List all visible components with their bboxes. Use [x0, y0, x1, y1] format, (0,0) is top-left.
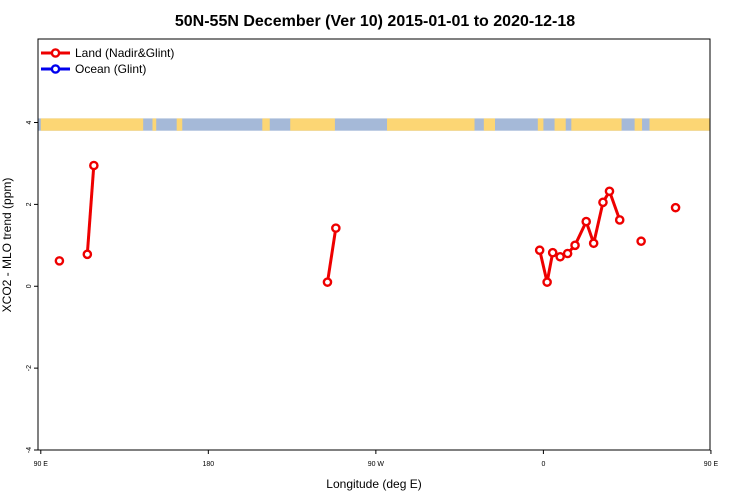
series-line	[538, 189, 622, 284]
land-segment	[537, 118, 544, 131]
legend: Land (Nadir&Glint) Ocean (Glint)	[41, 46, 174, 76]
y-tick-label: 4	[26, 120, 33, 124]
y-tick-label: 0	[26, 284, 33, 288]
legend-marker	[50, 64, 61, 74]
land-ocean-band	[38, 118, 710, 131]
y-axis: -4 -2 0 2 4	[26, 120, 38, 453]
land-segment	[152, 118, 157, 131]
x-tick-label: 180	[202, 461, 214, 468]
plot-frame	[37, 38, 711, 451]
series-line	[85, 165, 96, 255]
x-axis-label: Longitude (deg E)	[326, 477, 421, 491]
data-point	[614, 215, 625, 225]
data-point	[636, 236, 646, 247]
x-tick-label: 0	[541, 461, 545, 468]
land-segment	[483, 118, 495, 131]
data-point	[562, 248, 573, 259]
chart-title: 50N-55N December (Ver 10) 2015-01-01 to …	[175, 13, 575, 30]
legend-label: Ocean (Glint)	[75, 62, 146, 76]
legend-entry: Ocean (Glint)	[41, 62, 146, 76]
x-tick-label: 90 W	[368, 461, 385, 468]
data-point	[570, 240, 580, 251]
data-point	[542, 277, 552, 287]
data-point	[82, 249, 93, 260]
data-point	[322, 277, 333, 287]
data-point	[604, 186, 615, 197]
y-tick-label: -4	[26, 447, 33, 453]
data-point	[331, 223, 341, 233]
y-tick-label: -2	[26, 365, 33, 371]
x-tick-label: 90 E	[34, 461, 49, 468]
land-segment	[634, 118, 643, 131]
land-segment	[290, 118, 335, 131]
land-segment	[649, 118, 710, 131]
x-tick-label: 90 E	[704, 461, 719, 468]
land-segment	[176, 118, 183, 131]
y-tick-label: 2	[26, 202, 33, 206]
land-segment	[571, 118, 622, 131]
data-point	[547, 247, 558, 258]
data-point	[54, 256, 65, 266]
data-point	[581, 216, 592, 227]
data-point	[670, 202, 681, 213]
legend-label: Land (Nadir&Glint)	[75, 46, 174, 60]
data-point	[588, 238, 599, 249]
y-axis-label: XCO2 - MLO trend (ppm)	[0, 178, 14, 313]
land-segment	[387, 118, 475, 131]
data-point	[89, 160, 99, 171]
legend-marker	[50, 48, 61, 58]
series-line	[326, 227, 338, 283]
data-point	[598, 197, 608, 208]
data-point	[722, 257, 729, 264]
legend-entry: Land (Nadir&Glint)	[41, 46, 174, 60]
data-point	[534, 245, 545, 256]
land-segment	[40, 118, 144, 131]
land-segment	[262, 118, 270, 131]
land-segment	[554, 118, 566, 131]
data-point	[555, 251, 565, 262]
series-layer	[54, 160, 729, 287]
x-axis: 90 E 180 90 W 0 90 E	[34, 450, 719, 468]
